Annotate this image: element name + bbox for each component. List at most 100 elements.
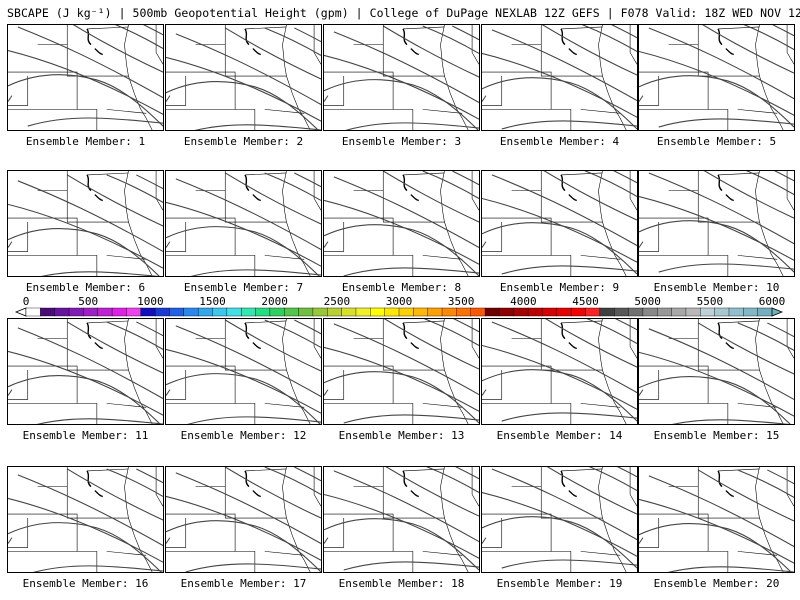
- ensemble-member-label: Ensemble Member: 7: [183, 281, 304, 294]
- height-contours: [324, 171, 479, 276]
- ensemble-map-panel: [7, 318, 164, 425]
- ensemble-map-panel: [481, 24, 638, 131]
- colorbar-swatch: [685, 307, 701, 317]
- lake-outline: [86, 470, 103, 498]
- colorbar-swatch: [140, 307, 156, 317]
- colorbar-tick-label: 3500: [447, 295, 475, 308]
- lake-outline: [560, 322, 577, 350]
- state-borders: [324, 171, 479, 276]
- colorbar-tick-label: 6000: [758, 295, 786, 308]
- lake-outline: [717, 28, 734, 56]
- colorbar-swatch: [671, 307, 687, 317]
- lake-outline: [86, 174, 103, 202]
- colorbar-swatch: [441, 307, 457, 317]
- height-contours: [482, 25, 637, 130]
- ensemble-member-label: Ensemble Member: 11: [22, 429, 149, 442]
- colorbar-swatch: [657, 307, 673, 317]
- lake-outline: [560, 470, 577, 498]
- map-graphic: [8, 171, 163, 276]
- height-contours: [166, 172, 321, 276]
- map-graphic: [324, 171, 479, 276]
- height-contours: [482, 171, 637, 275]
- map-graphic: [166, 25, 321, 130]
- ensemble-map-panel: [323, 24, 480, 131]
- state-borders: [482, 171, 637, 276]
- colorbar-swatch: [384, 307, 400, 317]
- map-graphic: [639, 171, 794, 276]
- ensemble-map-panel: [481, 170, 638, 277]
- ensemble-member-label: Ensemble Member: 15: [653, 429, 780, 442]
- ensemble-map-panel: [481, 318, 638, 425]
- map-graphic: [166, 171, 321, 276]
- lake-outline: [560, 28, 577, 56]
- height-contours: [8, 174, 163, 276]
- map-graphic: [639, 319, 794, 424]
- colorbar-swatch: [40, 307, 56, 317]
- ensemble-member-label: Ensemble Member: 16: [22, 577, 149, 590]
- colorbar-swatch: [269, 307, 285, 317]
- ensemble-member-label: Ensemble Member: 4: [499, 135, 620, 148]
- height-contours: [8, 25, 163, 127]
- colorbar-swatch: [169, 307, 185, 317]
- height-contours: [8, 321, 163, 424]
- ensemble-member-label: Ensemble Member: 6: [25, 281, 146, 294]
- colorbar-swatch: [585, 307, 601, 317]
- lake-outline: [717, 322, 734, 350]
- colorbar-swatch: [728, 307, 744, 317]
- colorbar-swatch: [599, 307, 615, 317]
- state-borders: [482, 25, 637, 130]
- height-contours: [639, 171, 794, 273]
- map-graphic: [8, 467, 163, 572]
- colorbar-swatch: [642, 307, 658, 317]
- state-borders: [166, 25, 321, 130]
- colorbar-swatch: [327, 307, 343, 317]
- colorbar-swatches: [14, 307, 784, 317]
- ensemble-map-panel: [323, 170, 480, 277]
- lake-outline: [244, 174, 261, 202]
- ensemble-map-panel: [638, 24, 795, 131]
- colorbar-swatch: [527, 307, 543, 317]
- ensemble-member-label: Ensemble Member: 12: [180, 429, 307, 442]
- height-contours: [482, 467, 637, 569]
- height-contours: [639, 469, 794, 572]
- colorbar-tick-label: 5000: [634, 295, 661, 308]
- ensemble-member-label: Ensemble Member: 8: [341, 281, 462, 294]
- colorbar-swatch: [398, 307, 414, 317]
- ensemble-map-panel: [165, 170, 322, 277]
- colorbar-swatch: [743, 307, 759, 317]
- height-contours: [639, 25, 794, 128]
- ensemble-map-panel: [165, 466, 322, 573]
- colorbar-swatch: [499, 307, 515, 317]
- state-borders: [639, 467, 794, 572]
- colorbar-swatch: [126, 307, 142, 317]
- lake-outline: [560, 174, 577, 202]
- height-contours: [482, 319, 637, 422]
- lake-outline: [402, 174, 419, 202]
- colorbar-swatch: [312, 307, 328, 317]
- map-graphic: [482, 319, 637, 424]
- lake-outline: [717, 174, 734, 202]
- ensemble-member-label: Ensemble Member: 1: [25, 135, 146, 148]
- ensemble-member-label: Ensemble Member: 20: [653, 577, 780, 590]
- page-title: SBCAPE (J kg⁻¹) | 500mb Geopotential Hei…: [7, 6, 800, 20]
- colorbar-tick-label: 1000: [137, 295, 164, 308]
- ensemble-member-label: Ensemble Member: 14: [496, 429, 623, 442]
- colorbar-tick-label: 3000: [385, 295, 413, 308]
- state-borders: [166, 171, 321, 276]
- colorbar-tick-label: 2500: [323, 295, 351, 308]
- colorbar-swatch: [68, 307, 84, 317]
- colorbar-tick-label: 500: [78, 295, 99, 308]
- map-graphic: [639, 467, 794, 572]
- colorbar-swatch: [97, 307, 113, 317]
- state-borders: [324, 319, 479, 424]
- colorbar-swatch: [714, 307, 730, 317]
- ensemble-map-panel: [638, 170, 795, 277]
- map-graphic: [482, 25, 637, 130]
- colorbar-tick-label: 5500: [696, 295, 724, 308]
- colorbar-swatch: [83, 307, 99, 317]
- map-graphic: [482, 171, 637, 276]
- colorbar-swatch: [427, 307, 443, 317]
- state-borders: [166, 319, 321, 424]
- ensemble-member-label: Ensemble Member: 10: [653, 281, 780, 294]
- lake-outline: [717, 470, 734, 498]
